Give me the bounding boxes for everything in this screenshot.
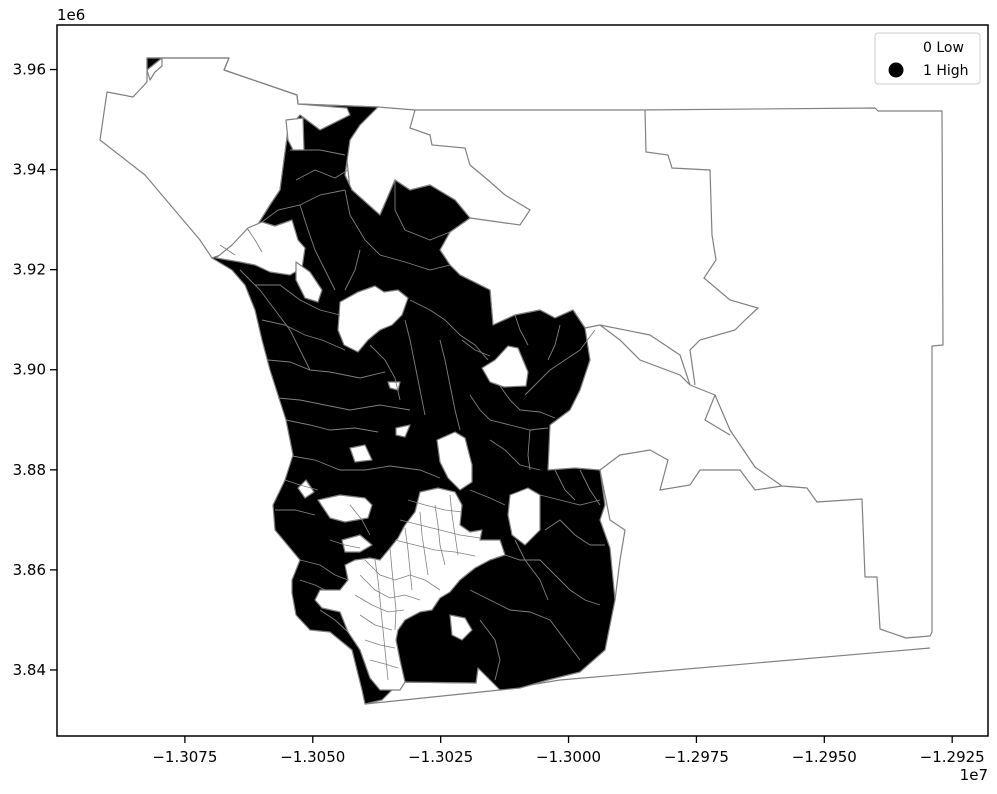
legend-marker-low	[888, 39, 904, 55]
legend: 0 Low 1 High	[874, 32, 981, 85]
x-axis: −1.3075 −1.3050 −1.3025 −1.3000 −1.2975 −1.29…	[152, 736, 985, 766]
x-tick-label: −1.3050	[280, 748, 345, 766]
y-tick-label: 3.86	[13, 561, 46, 579]
y-axis: 3.84 3.86 3.88 3.90 3.92 3.94 3.96	[13, 61, 57, 679]
x-tick-label: −1.3075	[152, 748, 217, 766]
y-offset-label: 1e6	[57, 6, 85, 24]
x-tick-label: −1.3025	[408, 748, 473, 766]
y-tick-label: 3.96	[13, 61, 46, 79]
y-tick-label: 3.94	[13, 161, 46, 179]
x-tick-label: −1.2925	[920, 748, 985, 766]
y-tick-label: 3.90	[13, 361, 46, 379]
x-tick-label: −1.3000	[536, 748, 601, 766]
legend-label-low: 0 Low	[923, 40, 964, 56]
y-tick-label: 3.84	[13, 661, 46, 679]
y-tick-label: 3.88	[13, 461, 46, 479]
low-tracts-inner	[146, 57, 541, 691]
legend-marker-high	[888, 62, 904, 78]
dense-tract-grid	[329, 494, 481, 681]
urban-tract-borders	[219, 149, 605, 681]
y-tick-label: 3.92	[13, 261, 46, 279]
x-tick-label: −1.2975	[664, 748, 729, 766]
legend-label-high: 1 High	[923, 63, 969, 79]
x-tick-label: −1.2950	[792, 748, 857, 766]
map-layer	[99, 57, 944, 705]
axes-frame	[56, 24, 989, 737]
x-offset-label: 1e7	[960, 766, 988, 784]
